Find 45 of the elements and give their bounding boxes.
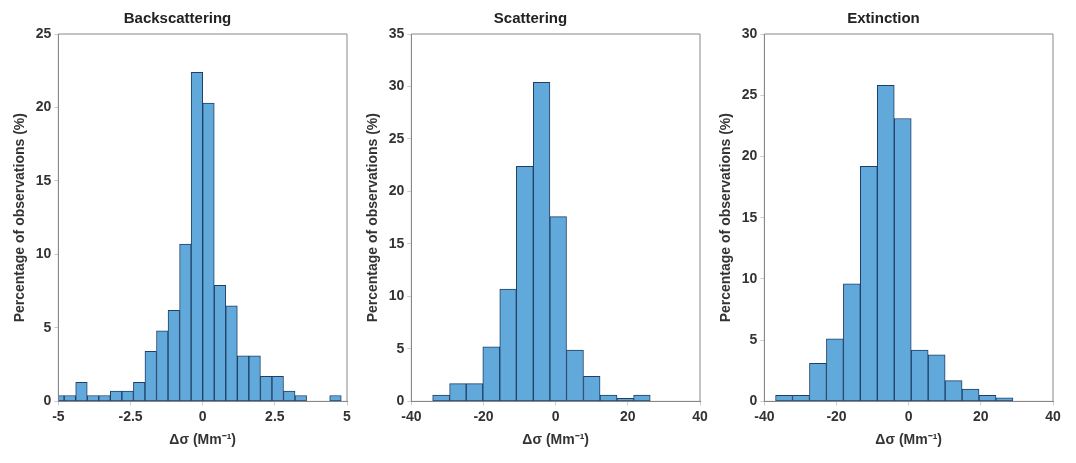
- y-tick-label: 15: [741, 208, 758, 225]
- x-tick-label: -20: [826, 407, 847, 424]
- y-tick-label: 0: [396, 392, 405, 409]
- y-axis-title: Percentage of observations (%): [364, 113, 381, 323]
- y-tick-label: 20: [388, 182, 405, 199]
- x-tick-label: 5: [343, 407, 352, 424]
- y-tick-label: 20: [741, 147, 758, 164]
- x-axis-title: Δσ (Mm⁻¹): [169, 431, 237, 448]
- y-axis-title: Percentage of observations (%): [717, 113, 734, 323]
- x-tick-label: -20: [473, 407, 494, 424]
- x-tick-label: -40: [754, 407, 775, 424]
- y-tick-label: 25: [388, 129, 405, 146]
- x-tick-label: -5: [52, 407, 65, 424]
- y-tick-label: 25: [741, 86, 758, 103]
- y-tick-label: 30: [741, 24, 758, 41]
- y-tick-label: 35: [388, 24, 405, 41]
- y-tick-label: 10: [35, 245, 52, 262]
- chart-title: Scattering: [493, 9, 568, 27]
- y-tick-label: 0: [43, 392, 52, 409]
- chart-title: Extinction: [847, 9, 920, 27]
- x-tick-label: 20: [620, 407, 636, 424]
- x-tick-label: 40: [1045, 407, 1061, 424]
- x-axis-title: Δσ (Mm⁻¹): [875, 431, 943, 448]
- x-tick-label: 2.5: [265, 407, 285, 424]
- x-tick-label: 0: [198, 407, 207, 424]
- x-tick-label: 0: [551, 407, 560, 424]
- x-tick-label: 40: [692, 407, 708, 424]
- x-tick-label: 20: [973, 407, 989, 424]
- y-tick-label: 20: [35, 98, 52, 115]
- y-tick-label: 15: [35, 171, 52, 188]
- y-axis-title: Percentage of observations (%): [11, 113, 28, 323]
- x-tick-label: 0: [904, 407, 913, 424]
- x-tick-label: -2.5: [118, 407, 143, 424]
- x-tick-label: -40: [401, 407, 422, 424]
- y-tick-label: 5: [749, 331, 758, 348]
- chart-title: Backscattering: [123, 9, 232, 27]
- y-tick-label: 5: [396, 339, 405, 356]
- x-axis-title: Δσ (Mm⁻¹): [522, 431, 590, 448]
- y-tick-label: 10: [741, 269, 758, 286]
- y-tick-label: 10: [388, 287, 405, 304]
- y-tick-label: 25: [35, 24, 52, 41]
- y-tick-label: 0: [749, 392, 758, 409]
- y-tick-label: 5: [43, 318, 52, 335]
- y-tick-label: 30: [388, 77, 405, 94]
- y-tick-label: 15: [388, 234, 405, 251]
